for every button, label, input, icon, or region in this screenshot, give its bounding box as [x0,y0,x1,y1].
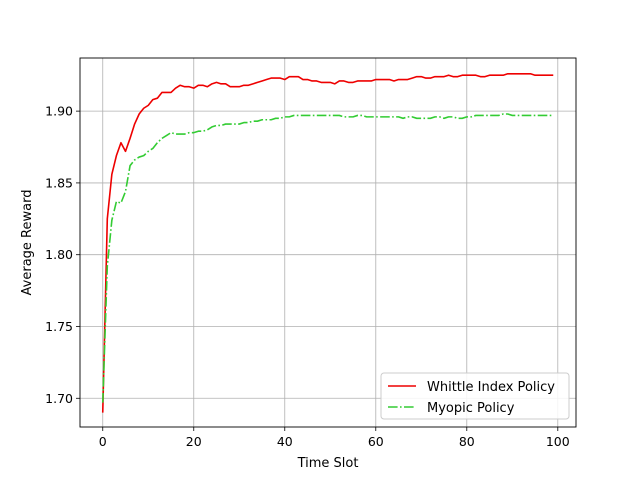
grid [80,58,576,427]
legend-label-myopic: Myopic Policy [427,401,515,416]
y-tick-label: 1.70 [45,391,73,406]
x-tick-label: 40 [277,434,293,449]
x-tick-label: 60 [368,434,384,449]
x-tick-label: 80 [459,434,475,449]
y-tick-label: 1.90 [45,104,73,119]
y-tick-label: 1.80 [45,247,73,262]
plot-frame [79,57,577,428]
series-line-whittle [101,72,554,413]
series-lines [101,72,554,413]
x-tick-label: 20 [186,434,202,449]
legend-box [380,372,570,420]
x-tick-label: 100 [546,434,570,449]
legend-label-whittle: Whittle Index Policy [427,380,555,395]
y-tick-label: 1.85 [45,175,73,190]
legend: Whittle Index Policy Myopic Policy [380,372,570,420]
y-axis-label: Average Reward [20,190,35,296]
ticks: 0 20 40 60 80 100 1.70 1.75 1.80 1.85 1.90 [45,104,570,449]
series-line-myopic [101,113,554,403]
x-axis-label: Time Slot [297,456,359,471]
y-tick-label: 1.75 [45,319,73,334]
x-tick-label: 0 [99,434,107,449]
